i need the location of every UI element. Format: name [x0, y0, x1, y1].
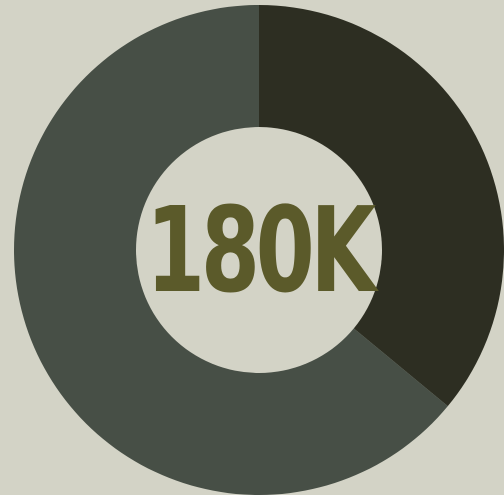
center-value-label: 180K [146, 181, 376, 319]
donut-slice-1 [259, 5, 504, 407]
donut-hole [136, 127, 382, 373]
